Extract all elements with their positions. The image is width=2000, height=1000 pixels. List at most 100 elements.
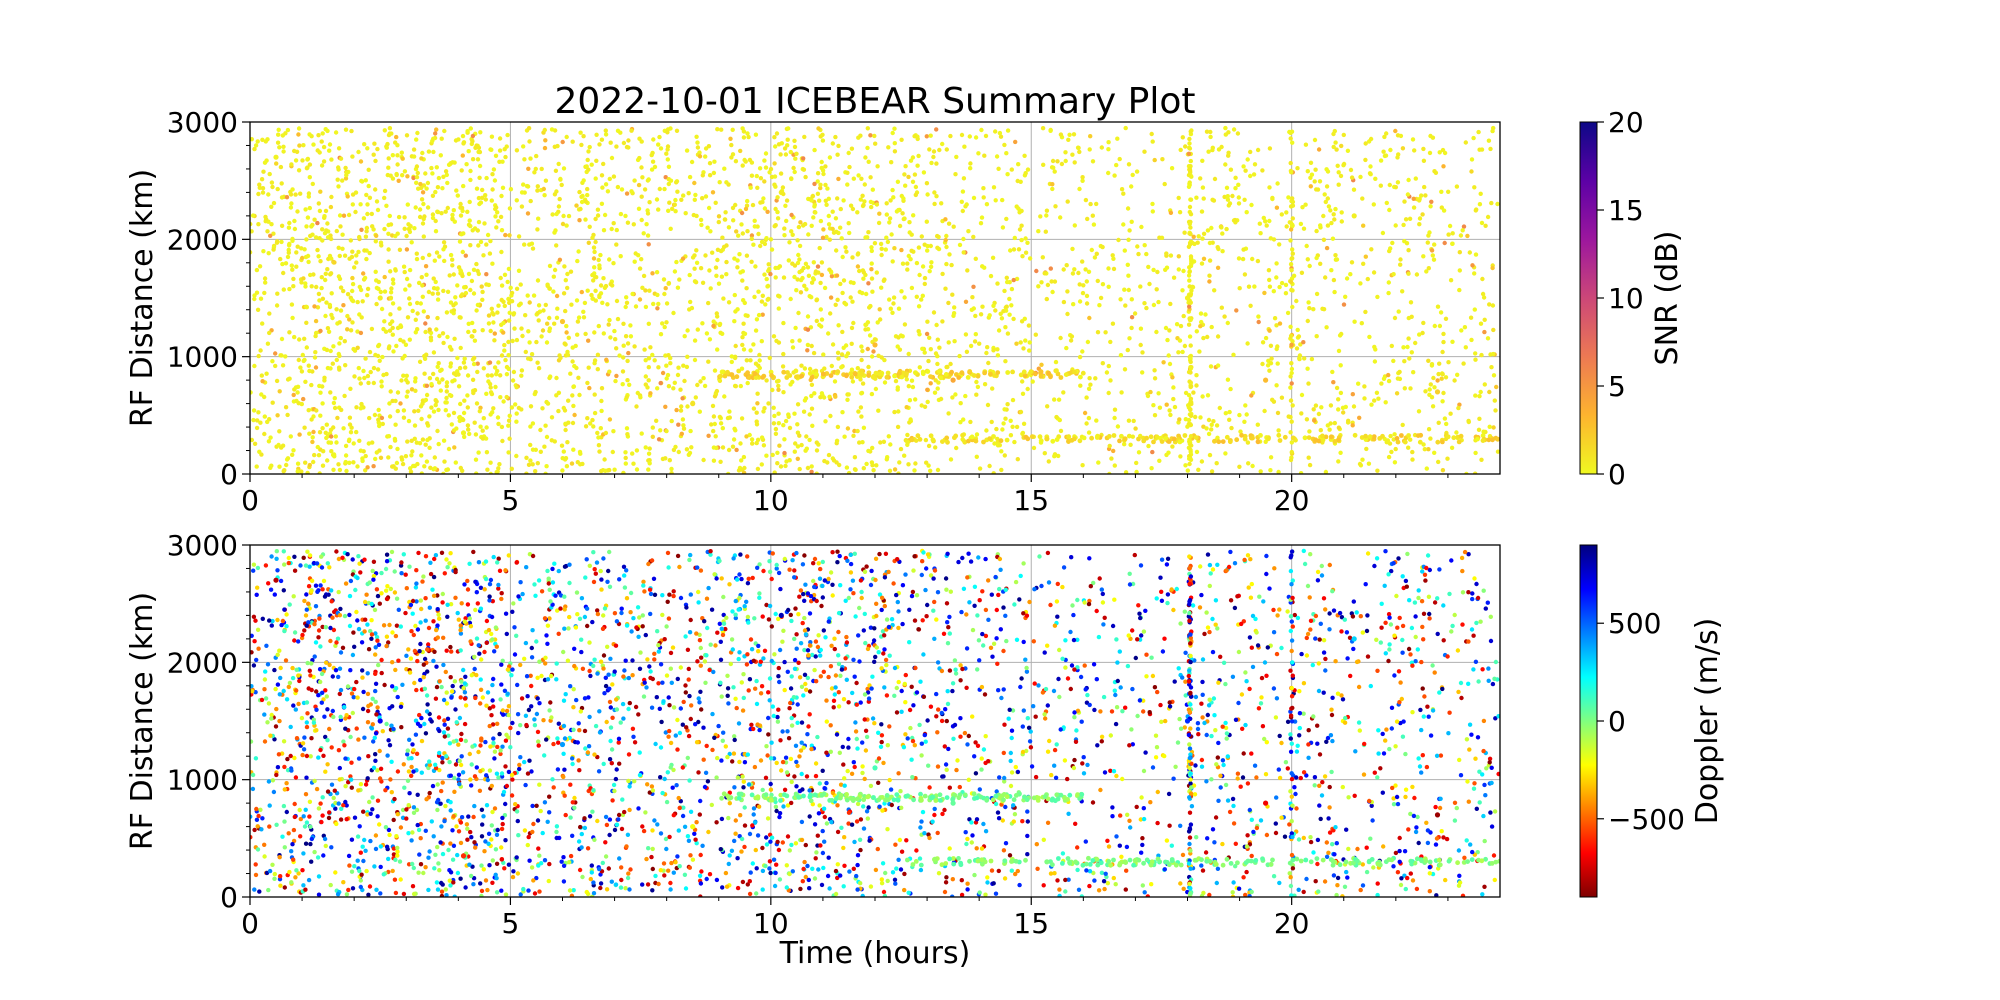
snr-point — [784, 218, 789, 224]
snr-point — [866, 448, 871, 454]
snr-point — [1308, 184, 1314, 189]
snr-point — [534, 153, 539, 159]
doppler-point — [330, 674, 335, 679]
snr-point — [711, 414, 717, 419]
snr-point — [1068, 338, 1074, 343]
snr-point — [526, 126, 532, 131]
snr-point — [639, 257, 644, 262]
snr-point — [267, 330, 272, 336]
snr-point — [425, 205, 431, 210]
snr-point — [1282, 434, 1288, 440]
snr-point — [1299, 270, 1305, 275]
doppler-point — [306, 877, 312, 883]
snr-point — [870, 445, 875, 451]
snr-point — [904, 371, 909, 377]
snr-point — [1357, 461, 1363, 467]
snr-point — [664, 151, 669, 156]
snr-point — [833, 302, 838, 307]
snr-point — [323, 271, 328, 276]
snr-point — [1225, 377, 1231, 382]
snr-point — [634, 448, 640, 453]
snr-point — [1178, 454, 1183, 459]
snr-point — [304, 237, 309, 242]
snr-point — [1196, 234, 1201, 239]
snr-point — [1457, 250, 1463, 255]
snr-point — [722, 166, 727, 171]
snr-point — [668, 226, 673, 231]
snr-point — [464, 162, 469, 167]
snr-point — [350, 298, 356, 304]
snr-point — [805, 342, 811, 348]
snr-point — [1480, 438, 1486, 443]
snr-point — [840, 329, 845, 335]
snr-point — [1289, 370, 1294, 376]
snr-point — [1289, 361, 1294, 366]
snr-point — [1188, 129, 1193, 134]
snr-point — [553, 168, 559, 173]
snr-point — [318, 328, 323, 334]
snr-point — [355, 299, 360, 305]
snr-point — [490, 187, 495, 192]
snr-point — [285, 412, 290, 418]
snr-point — [633, 304, 639, 309]
snr-point — [287, 286, 292, 292]
snr-point — [1391, 358, 1396, 364]
snr-point — [848, 295, 853, 300]
snr-point — [421, 309, 426, 314]
snr-point — [1199, 459, 1205, 464]
snr-point — [1086, 269, 1092, 274]
snr-point — [427, 376, 433, 381]
snr-point — [592, 358, 598, 363]
snr-point — [730, 127, 735, 132]
snr-point — [849, 325, 855, 331]
snr-point — [630, 451, 635, 456]
snr-point — [946, 300, 951, 306]
snr-point — [743, 206, 749, 212]
snr-point — [1491, 327, 1496, 333]
snr-point — [1100, 244, 1105, 250]
snr-point — [390, 301, 396, 306]
snr-point — [565, 440, 570, 445]
snr-point — [320, 296, 326, 301]
doppler-point — [272, 871, 277, 877]
snr-point — [501, 399, 506, 404]
snr-point — [527, 242, 532, 247]
snr-point — [331, 400, 337, 406]
snr-point — [1009, 303, 1014, 308]
snr-point — [514, 286, 520, 291]
snr-point — [752, 224, 757, 229]
snr-point — [772, 161, 777, 166]
snr-point — [1207, 258, 1213, 263]
snr-point — [476, 271, 481, 277]
snr-point — [562, 341, 567, 346]
snr-point — [745, 370, 750, 376]
snr-point — [1343, 294, 1348, 299]
snr-point — [1010, 397, 1016, 403]
snr-point — [753, 375, 759, 380]
snr-point — [754, 410, 759, 415]
snr-point — [1298, 221, 1304, 227]
snr-point — [1417, 216, 1423, 221]
snr-point — [948, 457, 954, 462]
snr-point — [726, 225, 732, 230]
snr-point — [506, 353, 511, 358]
snr-point — [480, 297, 485, 302]
snr-point — [1363, 157, 1368, 163]
snr-point — [502, 303, 507, 309]
snr-point — [922, 275, 928, 281]
snr-point — [1412, 148, 1417, 153]
snr-point — [1242, 436, 1248, 442]
snr-point — [782, 146, 788, 151]
snr-point — [345, 313, 350, 319]
snr-point — [806, 273, 812, 278]
snr-point — [387, 344, 392, 349]
snr-point — [1294, 298, 1299, 304]
doppler-point — [281, 803, 287, 809]
snr-point — [958, 401, 963, 406]
snr-point — [792, 449, 797, 454]
snr-point — [773, 265, 778, 271]
snr-point — [1223, 162, 1228, 167]
snr-point — [1048, 266, 1054, 271]
snr-point — [1456, 405, 1461, 411]
snr-point — [1322, 192, 1327, 197]
